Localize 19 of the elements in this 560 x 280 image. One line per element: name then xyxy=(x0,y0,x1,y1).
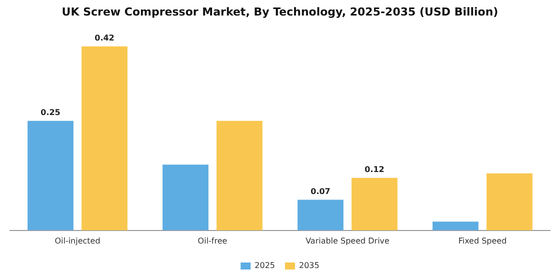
bar xyxy=(216,120,262,230)
bar xyxy=(486,173,532,230)
bar xyxy=(82,46,128,230)
bar xyxy=(352,178,398,230)
bar xyxy=(432,222,478,230)
legend-label: 2025 xyxy=(254,261,275,270)
bar xyxy=(28,120,74,230)
legend-label: 2035 xyxy=(299,261,320,270)
data-label: 0.12 xyxy=(364,164,384,174)
x-tick-label: Variable Speed Drive xyxy=(306,236,390,246)
data-label: 0.07 xyxy=(310,186,330,196)
bar xyxy=(298,200,344,230)
bar xyxy=(162,164,208,230)
x-tick-label: Fixed Speed xyxy=(458,236,507,246)
chart-title: UK Screw Compressor Market, By Technology, 2025-2035 (USD Billion) xyxy=(62,5,498,18)
x-tick-label: Oil-injected xyxy=(54,236,100,246)
data-label: 0.42 xyxy=(94,33,114,42)
x-tick-label: Oil-free xyxy=(198,236,228,246)
data-label: 0.25 xyxy=(40,108,61,117)
